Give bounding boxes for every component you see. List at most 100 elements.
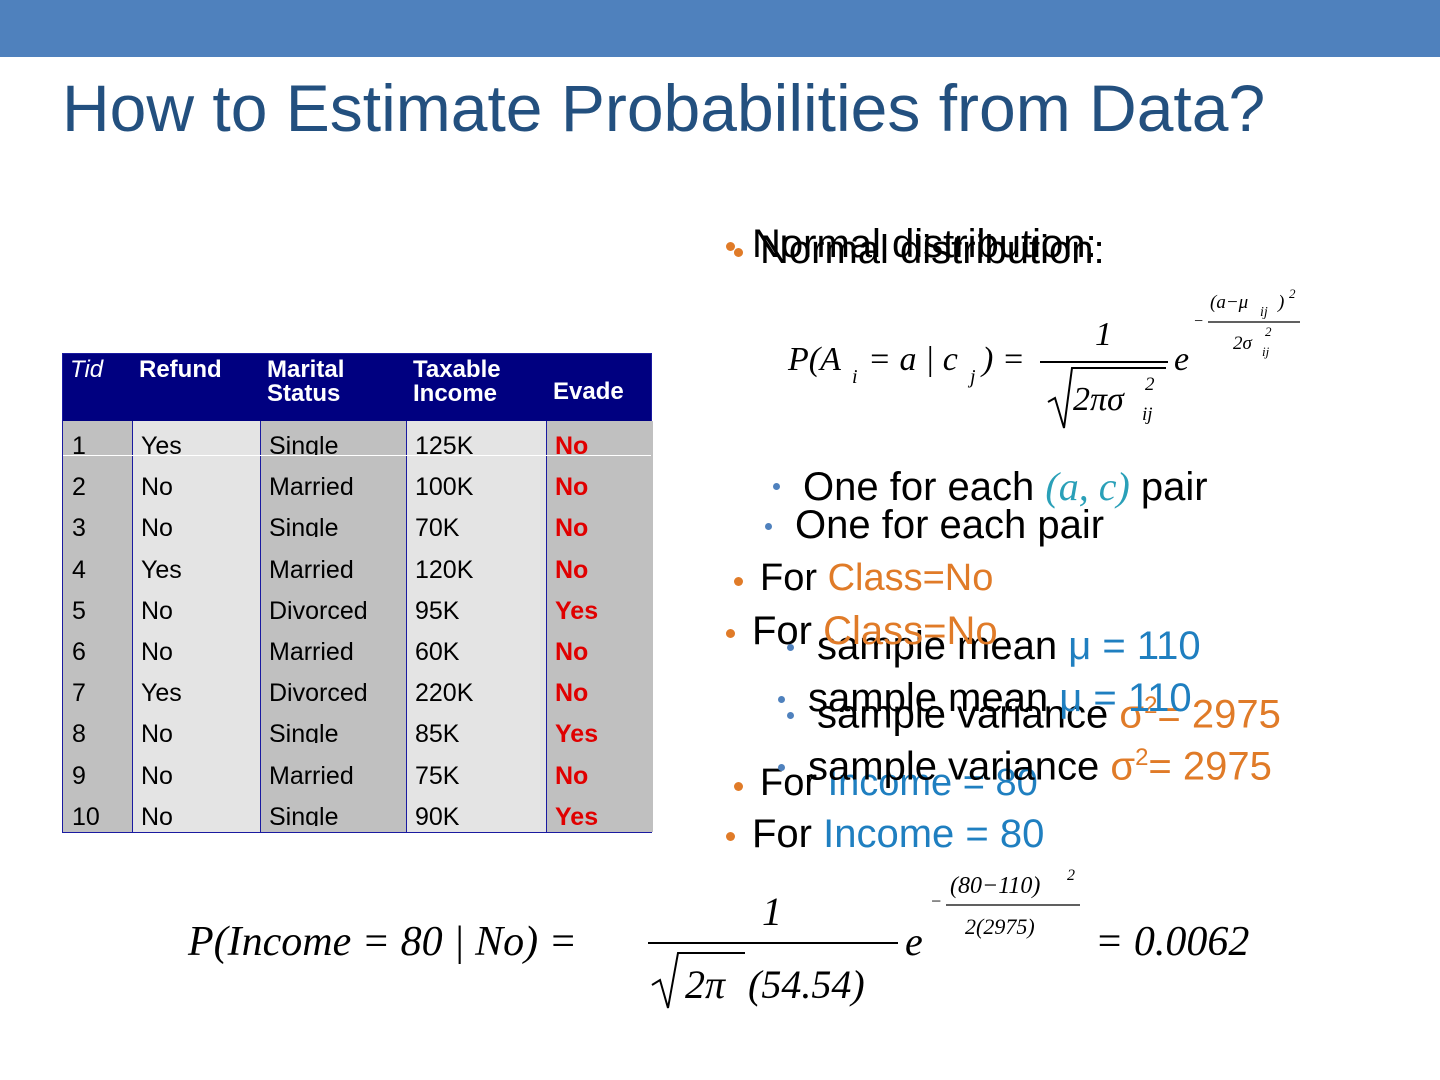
table-cell: Divorced bbox=[269, 597, 368, 620]
table-cell: No bbox=[141, 474, 173, 497]
table-cell: 3 bbox=[72, 515, 86, 538]
formula-text: P(A bbox=[787, 341, 841, 378]
table-cell: Single bbox=[269, 803, 339, 826]
table-cell: No bbox=[555, 515, 589, 538]
bullet-segment: (a, c) bbox=[1045, 464, 1130, 509]
sqrt-sign bbox=[651, 952, 745, 1009]
column-bg bbox=[63, 421, 132, 832]
table-cell: 85K bbox=[415, 721, 460, 744]
bullet-text: For Class=No bbox=[760, 557, 993, 600]
table-cell: Married bbox=[269, 762, 354, 785]
table-cell: No bbox=[141, 721, 173, 744]
table-cell: Married bbox=[269, 639, 354, 661]
formula-text: − bbox=[1193, 313, 1204, 330]
bullet-segment: One for each pair bbox=[795, 503, 1105, 547]
bullet-dot bbox=[726, 832, 735, 841]
column-bg bbox=[406, 421, 546, 832]
table-cell: Yes bbox=[141, 680, 182, 703]
table-cell: No bbox=[141, 762, 173, 785]
formula-text: − bbox=[930, 891, 942, 911]
table-cell: No bbox=[555, 762, 589, 785]
bullet-text: For Class=No bbox=[752, 609, 998, 654]
table-cell: No bbox=[555, 556, 589, 579]
bullet-text: sample variance σ2= 2975 bbox=[808, 744, 1272, 789]
table-cell: 4 bbox=[72, 556, 86, 579]
bullet-dot bbox=[778, 696, 785, 703]
formula-text: 2 bbox=[1265, 324, 1272, 339]
bullet-segment: One for each bbox=[803, 465, 1046, 509]
formula-text: ij bbox=[1142, 404, 1153, 425]
bullet-text: One for each pair bbox=[795, 503, 1104, 548]
formula-text: 2π bbox=[685, 962, 726, 1007]
bullet-segment: sample variance bbox=[817, 692, 1120, 737]
table-cell: No bbox=[555, 680, 589, 703]
formula-text: i bbox=[852, 366, 858, 388]
table-cell: No bbox=[555, 474, 589, 497]
formula-text: = a | c bbox=[868, 341, 958, 378]
bullet-text: sample mean μ = 110 bbox=[808, 676, 1192, 721]
bullet-segment: 2 bbox=[1144, 692, 1158, 719]
table-cell: Divorced bbox=[269, 680, 368, 703]
bullet-segment: σ bbox=[1110, 744, 1136, 789]
formula-text: (a−μ bbox=[1210, 292, 1248, 313]
bullet-segment: sample mean bbox=[817, 624, 1069, 668]
table-cell: 6 bbox=[72, 639, 86, 661]
row-rule bbox=[63, 455, 651, 456]
bullet-segment: Class=No bbox=[823, 609, 998, 653]
bullet-segment: μ = 110 bbox=[1068, 624, 1201, 668]
bullet-text: Normal distribution: bbox=[752, 222, 1097, 267]
column-bg bbox=[132, 421, 260, 832]
bullet-text: For Income = 80 bbox=[752, 812, 1044, 857]
bullet-text: One for each (a, c) pair bbox=[803, 463, 1208, 510]
formula-text: 1 bbox=[1095, 316, 1112, 353]
table-cell: Single bbox=[269, 433, 339, 455]
table-cell: 8 bbox=[72, 721, 86, 744]
bullet-dot bbox=[726, 629, 735, 638]
bullet-segment: 2 bbox=[1135, 744, 1149, 771]
formula-text: 2πσ bbox=[1073, 381, 1125, 418]
table-cell: No bbox=[141, 515, 173, 538]
table-cell: 1 bbox=[72, 433, 86, 455]
table-cell: No bbox=[141, 803, 173, 826]
bullet-dot bbox=[726, 242, 735, 251]
table-cell: Married bbox=[269, 556, 354, 579]
column-header: Tid bbox=[70, 358, 104, 383]
table-cell: 5 bbox=[72, 597, 86, 620]
table-cell: Single bbox=[269, 515, 339, 538]
bullet-segment: For bbox=[760, 762, 828, 804]
data-table: Tid Refund Marital Status Taxable Income Eva… bbox=[62, 353, 653, 833]
bullet-segment: pair bbox=[1129, 465, 1208, 509]
formula-text: e bbox=[905, 919, 923, 964]
bullet-dot bbox=[773, 483, 780, 490]
bullet-segment: Normal distribution: bbox=[760, 228, 1105, 272]
table-cell: No bbox=[555, 433, 589, 455]
bullet-segment: For bbox=[752, 609, 824, 653]
table-cell: Single bbox=[269, 721, 339, 744]
formula-text: ij bbox=[1260, 305, 1268, 320]
bullet-segment: sample mean bbox=[808, 676, 1060, 720]
formula-text: e bbox=[1174, 341, 1189, 378]
bullet-segment: Income = 80 bbox=[823, 812, 1045, 856]
formula-text: j bbox=[967, 366, 976, 388]
table-cell: 125K bbox=[415, 433, 474, 455]
bullet-text: Normal distribution: bbox=[760, 228, 1105, 273]
table-cell: 120K bbox=[415, 556, 474, 579]
bullet-dot bbox=[734, 577, 743, 586]
table-cell: Yes bbox=[141, 556, 182, 579]
formula-text: ) bbox=[1277, 292, 1284, 313]
bullet-dot bbox=[765, 523, 772, 530]
table-cell: 75K bbox=[415, 762, 460, 785]
column-bg bbox=[260, 421, 406, 832]
bullet-segment: sample variance bbox=[808, 744, 1111, 789]
formula-text: = 0.0062 bbox=[1095, 919, 1249, 965]
bullet-dot bbox=[787, 644, 794, 651]
table-cell: 10 bbox=[72, 803, 100, 826]
column-header: Taxable Income bbox=[413, 358, 501, 407]
bullet-segment: For bbox=[752, 812, 824, 856]
formula-text: 2 bbox=[1289, 286, 1296, 301]
table-cell: No bbox=[141, 639, 173, 661]
table-cell: 90K bbox=[415, 803, 460, 826]
header-bg bbox=[63, 354, 651, 421]
formula-text: 2 bbox=[1067, 867, 1075, 884]
